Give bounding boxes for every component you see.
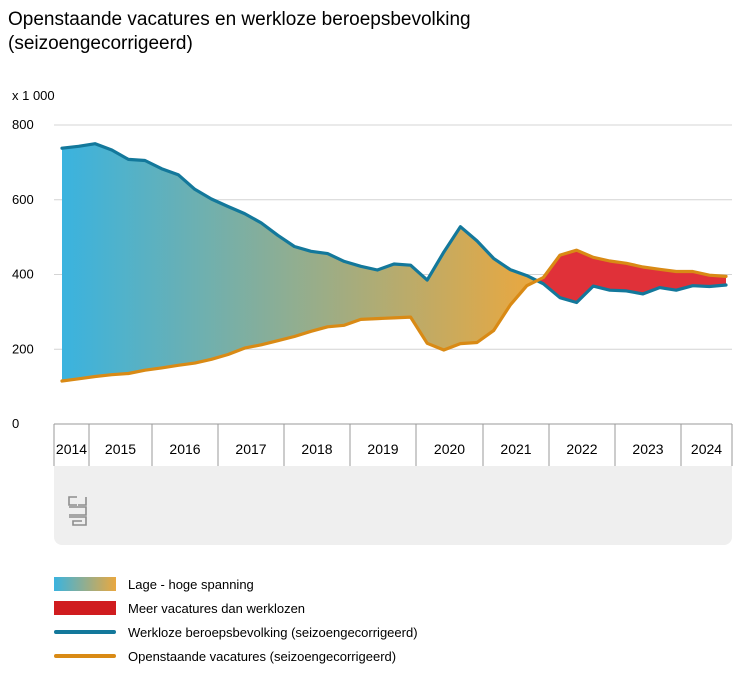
y-tick-label: 400 bbox=[12, 267, 34, 282]
y-tick-label: 800 bbox=[12, 117, 34, 132]
legend-label: Werkloze beroepsbevolking (seizoengecorr… bbox=[128, 624, 418, 640]
x-tick-label: 2014 bbox=[56, 441, 87, 457]
x-tick-label: 2022 bbox=[566, 441, 597, 457]
legend-label: Meer vacatures dan werklozen bbox=[128, 600, 306, 616]
x-tick-label: 2016 bbox=[169, 441, 200, 457]
x-tick-label: 2023 bbox=[632, 441, 663, 457]
series-lines bbox=[60, 142, 728, 383]
x-tick-label: 2018 bbox=[301, 441, 332, 457]
logo-panel bbox=[54, 466, 732, 545]
legend-item: Werkloze beroepsbevolking (seizoengecorr… bbox=[54, 620, 418, 644]
y-tick-label: 200 bbox=[12, 341, 34, 356]
y-axis-ticks: 0 200 400 600 800 bbox=[12, 117, 34, 431]
logo-area bbox=[54, 466, 732, 545]
spanning-areas bbox=[62, 143, 726, 381]
legend-swatch bbox=[54, 601, 116, 615]
x-tick-label: 2015 bbox=[105, 441, 136, 457]
y-tick-label: 600 bbox=[12, 192, 34, 207]
y-tick-label: 0 bbox=[12, 416, 19, 431]
x-tick-label: 2020 bbox=[434, 441, 465, 457]
legend-label: Openstaande vacatures (seizoengecorrigee… bbox=[128, 648, 397, 664]
legend-swatch bbox=[54, 654, 116, 658]
x-axis: 2014 2015 2016 2017 2018 2019 2020 2021 2022 2023… bbox=[53, 424, 733, 466]
legend-item: Meer vacatures dan werklozen bbox=[54, 596, 418, 620]
tension-band-area bbox=[62, 143, 726, 381]
chart-title-line1: Openstaande vacatures en werkloze beroep… bbox=[8, 9, 471, 30]
x-tick-label: 2024 bbox=[691, 441, 722, 457]
x-tick-label: 2017 bbox=[235, 441, 266, 457]
legend-item: Lage - hoge spanning bbox=[54, 572, 418, 596]
x-tick-label: 2019 bbox=[367, 441, 398, 457]
vacatures-line bbox=[60, 248, 728, 383]
legend-swatch bbox=[54, 630, 116, 634]
y-axis-unit-label: x 1 000 bbox=[12, 88, 55, 103]
legend-label: Lage - hoge spanning bbox=[128, 576, 254, 592]
chart-title-line2: (seizoengecorrigeerd) bbox=[8, 33, 193, 54]
werkloze-line bbox=[60, 142, 728, 305]
cbs-logo-icon bbox=[68, 496, 87, 526]
chart-plot: 2014 2015 2016 2017 2018 2019 2020 2021 2022 2023… bbox=[12, 117, 733, 545]
chart-title: Openstaande vacatures en werkloze beroep… bbox=[8, 8, 728, 56]
x-tick-label: 2021 bbox=[500, 441, 531, 457]
legend-swatch bbox=[54, 577, 116, 591]
legend-item: Openstaande vacatures (seizoengecorrigee… bbox=[54, 644, 418, 668]
legend: Lage - hoge spanning Meer vacatures dan w… bbox=[54, 572, 418, 668]
